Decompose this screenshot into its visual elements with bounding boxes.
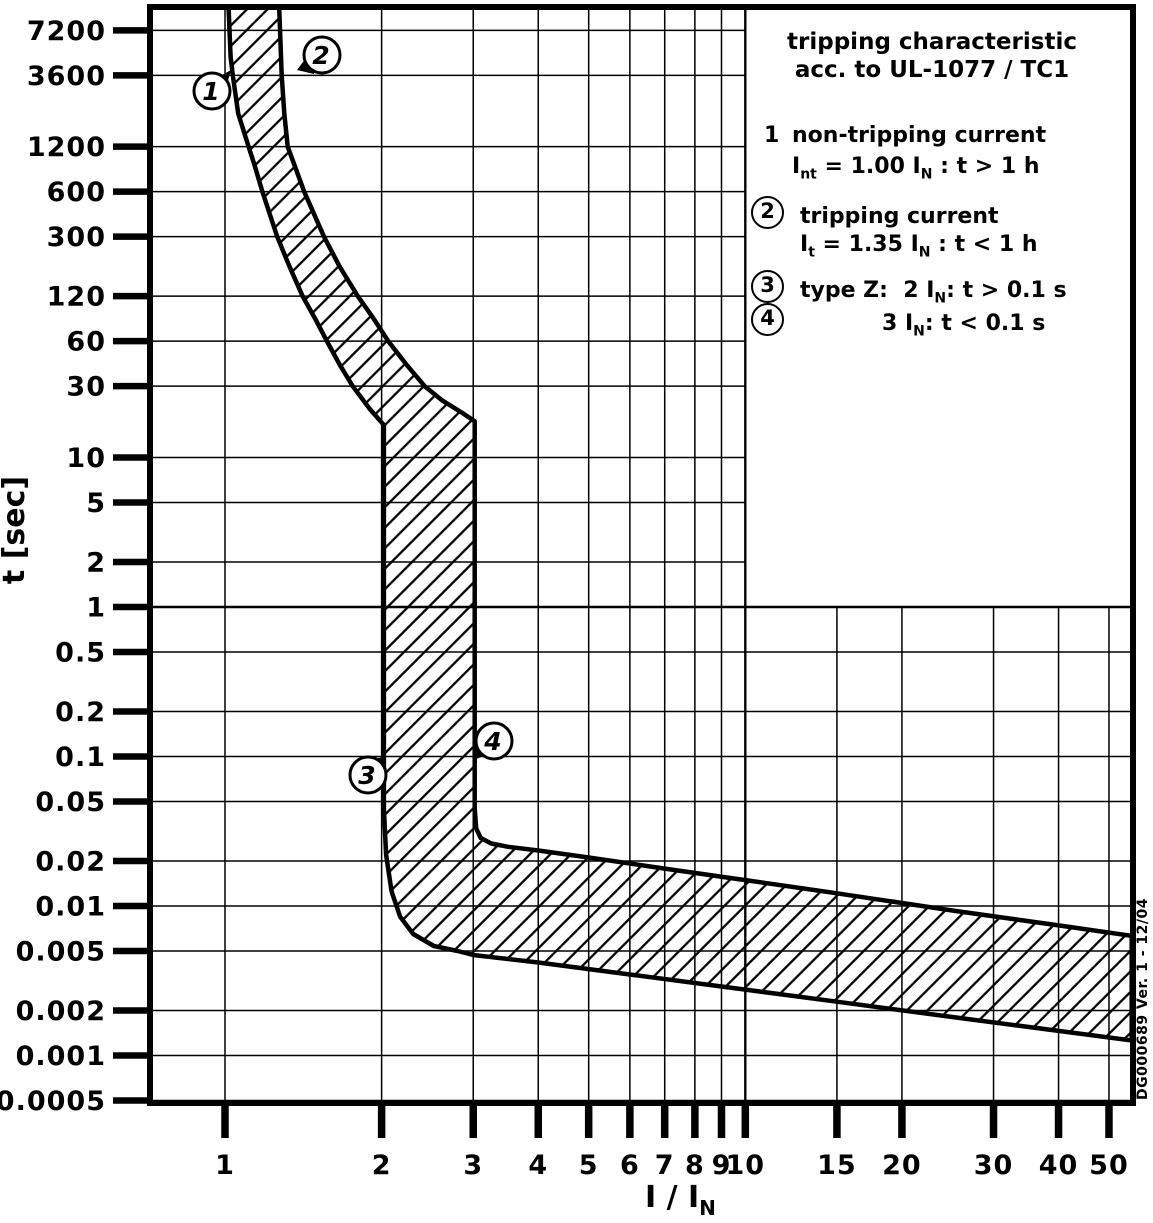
legend-item1-marker: 1 — [764, 123, 780, 148]
tripping-band — [226, 10, 1130, 1043]
formula-text: 3 I — [882, 311, 914, 336]
y-tick-label: 1200 — [27, 132, 106, 163]
y-tick-label: 0.0005 — [0, 1086, 106, 1117]
formula-subscript: N — [934, 290, 947, 307]
plot-border — [147, 4, 1136, 1106]
x-tick-label: 6 — [620, 1150, 640, 1181]
x-tick-label: 4 — [528, 1150, 548, 1181]
x-tick-label: 8 — [685, 1150, 705, 1181]
x-tick-label: 3 — [463, 1150, 483, 1181]
axis-ticks — [113, 27, 1113, 1138]
y-tick-label: 120 — [47, 282, 106, 313]
x-tick-label: 1 — [215, 1150, 235, 1181]
y-tick-label: 30 — [66, 372, 106, 403]
annotation-1-circle — [192, 71, 232, 111]
legend-item2-formula: It = 1.35 IN : t < 1 h — [800, 232, 1038, 261]
y-tick-label: 0.01 — [35, 892, 106, 923]
formula-subscript: nt — [800, 166, 817, 183]
y-tick-label: 0.02 — [35, 846, 106, 877]
legend-header-line1: tripping characteristic — [787, 29, 1077, 55]
formula-subscript: N — [918, 244, 931, 261]
y-tick-label: 3600 — [27, 61, 106, 92]
annotation-4-number: 4 — [483, 727, 501, 756]
annotation-4-circle — [474, 721, 514, 761]
annotation-3-number: 3 — [358, 761, 375, 790]
x-tick-label: 50 — [1089, 1150, 1129, 1181]
legend-header: tripping characteristic acc. to UL-1077 … — [746, 28, 1118, 84]
formula-symbol: I — [800, 232, 809, 257]
x-tick-label: 30 — [974, 1150, 1014, 1181]
x-tick-label: 10 — [726, 1150, 766, 1181]
x-tick-label: 5 — [579, 1150, 599, 1181]
y-tick-label: 10 — [66, 443, 106, 474]
formula-text: : t < 1 h — [930, 232, 1038, 257]
formula-subscript: N — [913, 323, 925, 340]
y-tick-label: 0.005 — [16, 937, 106, 968]
formula-text: = 1.00 I — [816, 154, 921, 179]
band-layer — [226, 10, 1130, 1043]
legend-item3-marker-circle: 3 — [751, 270, 784, 303]
formula-text: : t < 0.1 s — [924, 311, 1046, 336]
annotation-3: 3 — [348, 755, 388, 795]
x-tick-label: 2 — [372, 1150, 392, 1181]
formula-subscript: N — [920, 166, 933, 183]
legend: tripping characteristic acc. to UL-1077 … — [746, 8, 1130, 608]
y-tick-label: 0.002 — [16, 996, 106, 1027]
x-tick-label: 40 — [1039, 1150, 1079, 1181]
y-tick-label: 5 — [86, 488, 106, 519]
annotation-1: 1 — [192, 70, 232, 111]
formula-text: : t > 1 h — [932, 154, 1040, 179]
formula-symbol: I — [792, 154, 801, 179]
annotation-3-circle — [348, 755, 388, 795]
annotation-1-number: 1 — [202, 77, 219, 106]
y-axis-title: t [sec] — [0, 476, 32, 584]
document-number: DG000689 Ver. 1 - 12/04 — [1135, 898, 1151, 1100]
annotation-2-number: 2 — [312, 41, 329, 70]
annotation-2: 2 — [297, 35, 342, 75]
x-tick-label: 9 — [712, 1150, 732, 1181]
formula-text: : t > 0.1 s — [946, 278, 1067, 303]
legend-item4-marker-circle: 4 — [751, 303, 784, 336]
y-tick-label: 0.2 — [55, 697, 106, 728]
y-tick-label: 7200 — [27, 16, 106, 47]
legend-item2-label: tripping current — [800, 204, 999, 229]
annotation-4: 4 — [474, 721, 514, 761]
y-tick-label: 300 — [47, 222, 106, 253]
annotation-layer: 1 2 3 4 — [192, 35, 514, 795]
y-tick-label: 0.05 — [35, 787, 106, 818]
y-tick-label: 0.001 — [16, 1041, 106, 1072]
x-tick-label: 15 — [817, 1150, 857, 1181]
x-axis-title-sub: N — [699, 1196, 716, 1220]
legend-item1-label: non-tripping current — [792, 123, 1047, 148]
y-tick-label: 0.1 — [55, 742, 106, 773]
axis-tick-labels: 7200360012006003001206030105210.50.20.10… — [0, 16, 1129, 1181]
legend-item1-formula: Int = 1.00 IN : t > 1 h — [792, 154, 1040, 183]
legend-item3-label: type Z: 2 IN: t > 0.1 s — [800, 278, 1067, 307]
legend-item2-marker-circle: 2 — [751, 196, 784, 229]
legend-item4-label: 3 IN: t < 0.1 s — [882, 311, 1046, 340]
x-tick-label: 7 — [655, 1150, 675, 1181]
y-tick-label: 1 — [86, 593, 106, 624]
legend-header-line2: acc. to UL-1077 / TC1 — [794, 57, 1070, 83]
y-tick-label: 0.5 — [55, 638, 106, 669]
annotation-2-circle — [302, 35, 342, 75]
y-tick-label: 60 — [66, 327, 106, 358]
formula-subscript: t — [808, 244, 815, 261]
x-tick-label: 20 — [882, 1150, 922, 1181]
formula-text: = 1.35 I — [814, 232, 919, 257]
x-axis-title: I / IN — [645, 1180, 716, 1220]
y-tick-label: 600 — [47, 177, 106, 208]
x-axis-title-main: I / I — [645, 1180, 699, 1215]
formula-text: type Z: 2 I — [800, 278, 935, 303]
y-tick-label: 2 — [86, 547, 106, 578]
